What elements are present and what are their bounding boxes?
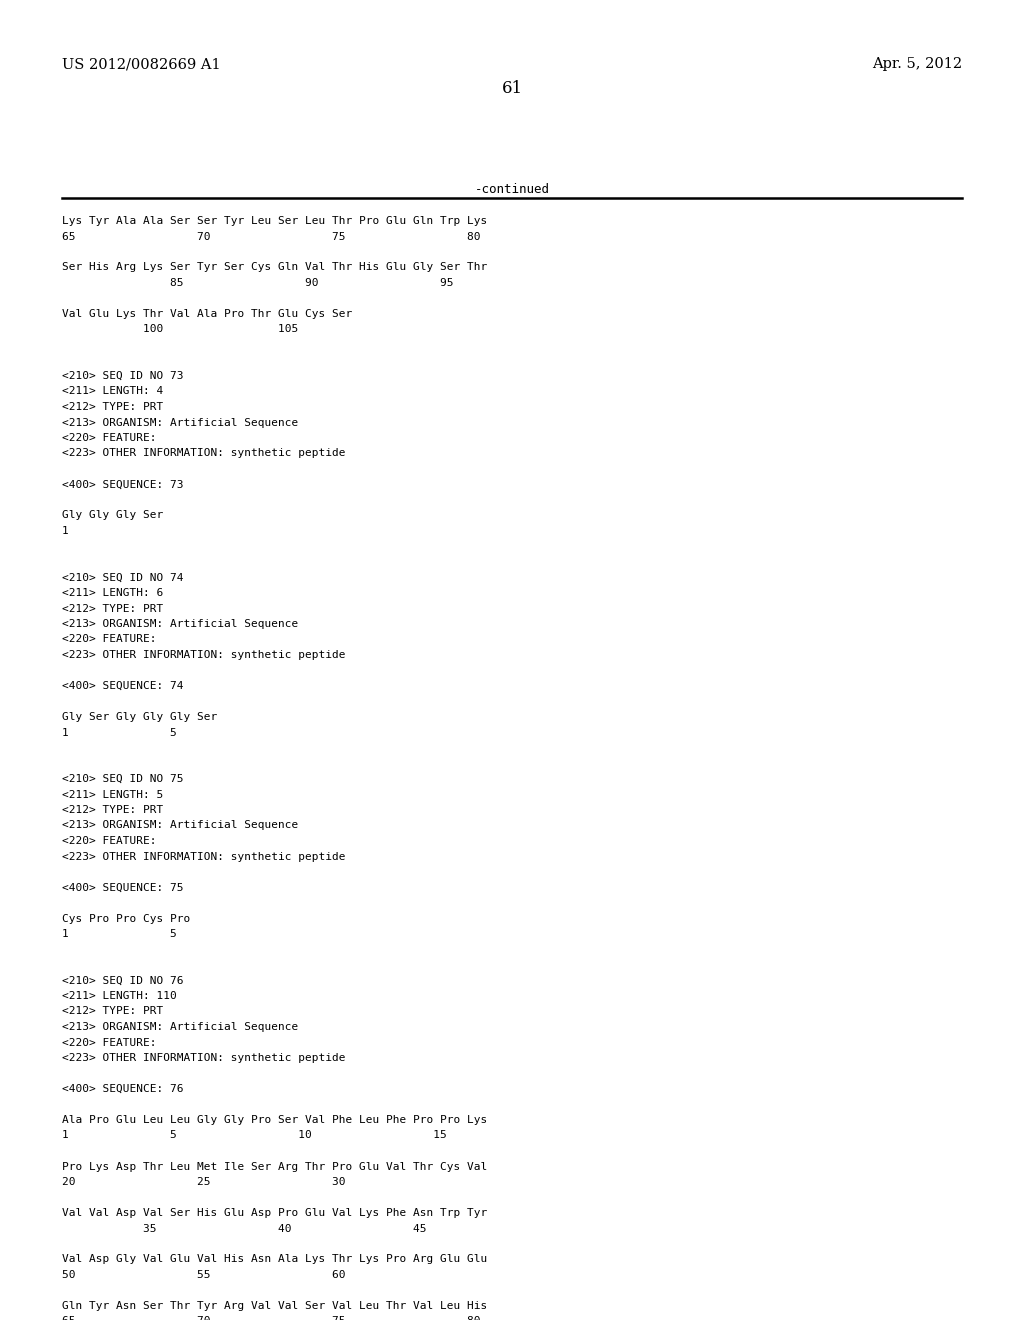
Text: 1: 1 [62,525,69,536]
Text: Gly Gly Gly Ser: Gly Gly Gly Ser [62,511,163,520]
Text: Gly Ser Gly Gly Gly Ser: Gly Ser Gly Gly Gly Ser [62,711,217,722]
Text: <400> SEQUENCE: 75: <400> SEQUENCE: 75 [62,883,183,892]
Text: <211> LENGTH: 4: <211> LENGTH: 4 [62,387,163,396]
Text: Val Val Asp Val Ser His Glu Asp Pro Glu Val Lys Phe Asn Trp Tyr: Val Val Asp Val Ser His Glu Asp Pro Glu … [62,1208,487,1218]
Text: <223> OTHER INFORMATION: synthetic peptide: <223> OTHER INFORMATION: synthetic pepti… [62,649,345,660]
Text: <213> ORGANISM: Artificial Sequence: <213> ORGANISM: Artificial Sequence [62,417,298,428]
Text: <220> FEATURE:: <220> FEATURE: [62,635,157,644]
Text: 100                 105: 100 105 [62,325,298,334]
Text: Pro Lys Asp Thr Leu Met Ile Ser Arg Thr Pro Glu Val Thr Cys Val: Pro Lys Asp Thr Leu Met Ile Ser Arg Thr … [62,1162,487,1172]
Text: -continued: -continued [474,183,550,195]
Text: <400> SEQUENCE: 73: <400> SEQUENCE: 73 [62,479,183,490]
Text: 1               5: 1 5 [62,929,177,939]
Text: 1               5: 1 5 [62,727,177,738]
Text: Lys Tyr Ala Ala Ser Ser Tyr Leu Ser Leu Thr Pro Glu Gln Trp Lys: Lys Tyr Ala Ala Ser Ser Tyr Leu Ser Leu … [62,216,487,226]
Text: <220> FEATURE:: <220> FEATURE: [62,1038,157,1048]
Text: 65                  70                  75                  80: 65 70 75 80 [62,1316,480,1320]
Text: 61: 61 [502,81,522,96]
Text: 50                  55                  60: 50 55 60 [62,1270,345,1280]
Text: <223> OTHER INFORMATION: synthetic peptide: <223> OTHER INFORMATION: synthetic pepti… [62,1053,345,1063]
Text: Val Asp Gly Val Glu Val His Asn Ala Lys Thr Lys Pro Arg Glu Glu: Val Asp Gly Val Glu Val His Asn Ala Lys … [62,1254,487,1265]
Text: <213> ORGANISM: Artificial Sequence: <213> ORGANISM: Artificial Sequence [62,1022,298,1032]
Text: <212> TYPE: PRT: <212> TYPE: PRT [62,805,163,814]
Text: 1               5                  10                  15: 1 5 10 15 [62,1130,446,1140]
Text: <220> FEATURE:: <220> FEATURE: [62,836,157,846]
Text: Ser His Arg Lys Ser Tyr Ser Cys Gln Val Thr His Glu Gly Ser Thr: Ser His Arg Lys Ser Tyr Ser Cys Gln Val … [62,263,487,272]
Text: <220> FEATURE:: <220> FEATURE: [62,433,157,444]
Text: <210> SEQ ID NO 74: <210> SEQ ID NO 74 [62,573,183,582]
Text: <213> ORGANISM: Artificial Sequence: <213> ORGANISM: Artificial Sequence [62,619,298,630]
Text: <211> LENGTH: 5: <211> LENGTH: 5 [62,789,163,800]
Text: Apr. 5, 2012: Apr. 5, 2012 [871,57,962,71]
Text: <211> LENGTH: 6: <211> LENGTH: 6 [62,587,163,598]
Text: <211> LENGTH: 110: <211> LENGTH: 110 [62,991,177,1001]
Text: Val Glu Lys Thr Val Ala Pro Thr Glu Cys Ser: Val Glu Lys Thr Val Ala Pro Thr Glu Cys … [62,309,352,319]
Text: <212> TYPE: PRT: <212> TYPE: PRT [62,403,163,412]
Text: <210> SEQ ID NO 73: <210> SEQ ID NO 73 [62,371,183,381]
Text: Ala Pro Glu Leu Leu Gly Gly Pro Ser Val Phe Leu Phe Pro Pro Lys: Ala Pro Glu Leu Leu Gly Gly Pro Ser Val … [62,1115,487,1125]
Text: <210> SEQ ID NO 75: <210> SEQ ID NO 75 [62,774,183,784]
Text: <212> TYPE: PRT: <212> TYPE: PRT [62,1006,163,1016]
Text: <212> TYPE: PRT: <212> TYPE: PRT [62,603,163,614]
Text: 20                  25                  30: 20 25 30 [62,1177,345,1187]
Text: 65                  70                  75                  80: 65 70 75 80 [62,231,480,242]
Text: <213> ORGANISM: Artificial Sequence: <213> ORGANISM: Artificial Sequence [62,821,298,830]
Text: <223> OTHER INFORMATION: synthetic peptide: <223> OTHER INFORMATION: synthetic pepti… [62,851,345,862]
Text: 85                  90                  95: 85 90 95 [62,279,454,288]
Text: Gln Tyr Asn Ser Thr Tyr Arg Val Val Ser Val Leu Thr Val Leu His: Gln Tyr Asn Ser Thr Tyr Arg Val Val Ser … [62,1302,487,1311]
Text: 35                  40                  45: 35 40 45 [62,1224,427,1233]
Text: <210> SEQ ID NO 76: <210> SEQ ID NO 76 [62,975,183,986]
Text: Cys Pro Pro Cys Pro: Cys Pro Pro Cys Pro [62,913,190,924]
Text: <400> SEQUENCE: 74: <400> SEQUENCE: 74 [62,681,183,690]
Text: <223> OTHER INFORMATION: synthetic peptide: <223> OTHER INFORMATION: synthetic pepti… [62,449,345,458]
Text: US 2012/0082669 A1: US 2012/0082669 A1 [62,57,220,71]
Text: <400> SEQUENCE: 76: <400> SEQUENCE: 76 [62,1084,183,1094]
